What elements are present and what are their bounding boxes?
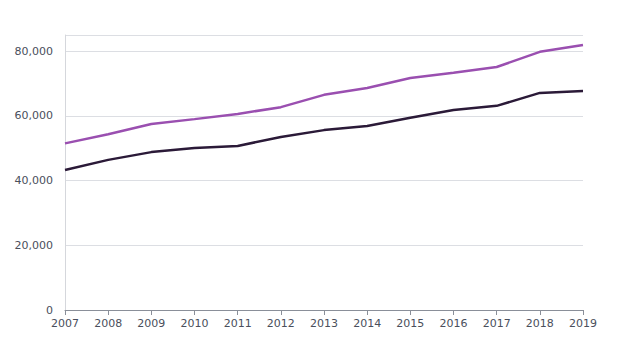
svg-text:2008: 2008 xyxy=(94,317,122,330)
svg-text:2019: 2019 xyxy=(569,317,597,330)
svg-text:2018: 2018 xyxy=(526,317,554,330)
svg-text:40,000: 40,000 xyxy=(15,174,54,187)
svg-text:2010: 2010 xyxy=(181,317,209,330)
svg-text:20,000: 20,000 xyxy=(15,239,54,252)
svg-text:2014: 2014 xyxy=(353,317,381,330)
svg-text:2011: 2011 xyxy=(224,317,252,330)
svg-text:80,000: 80,000 xyxy=(15,45,54,58)
svg-text:2007: 2007 xyxy=(51,317,79,330)
svg-text:2013: 2013 xyxy=(310,317,338,330)
svg-text:2015: 2015 xyxy=(396,317,424,330)
svg-text:0: 0 xyxy=(46,304,53,317)
svg-text:2016: 2016 xyxy=(440,317,468,330)
svg-text:2017: 2017 xyxy=(483,317,511,330)
svg-text:60,000: 60,000 xyxy=(15,109,54,122)
svg-text:2012: 2012 xyxy=(267,317,295,330)
svg-text:2009: 2009 xyxy=(137,317,165,330)
